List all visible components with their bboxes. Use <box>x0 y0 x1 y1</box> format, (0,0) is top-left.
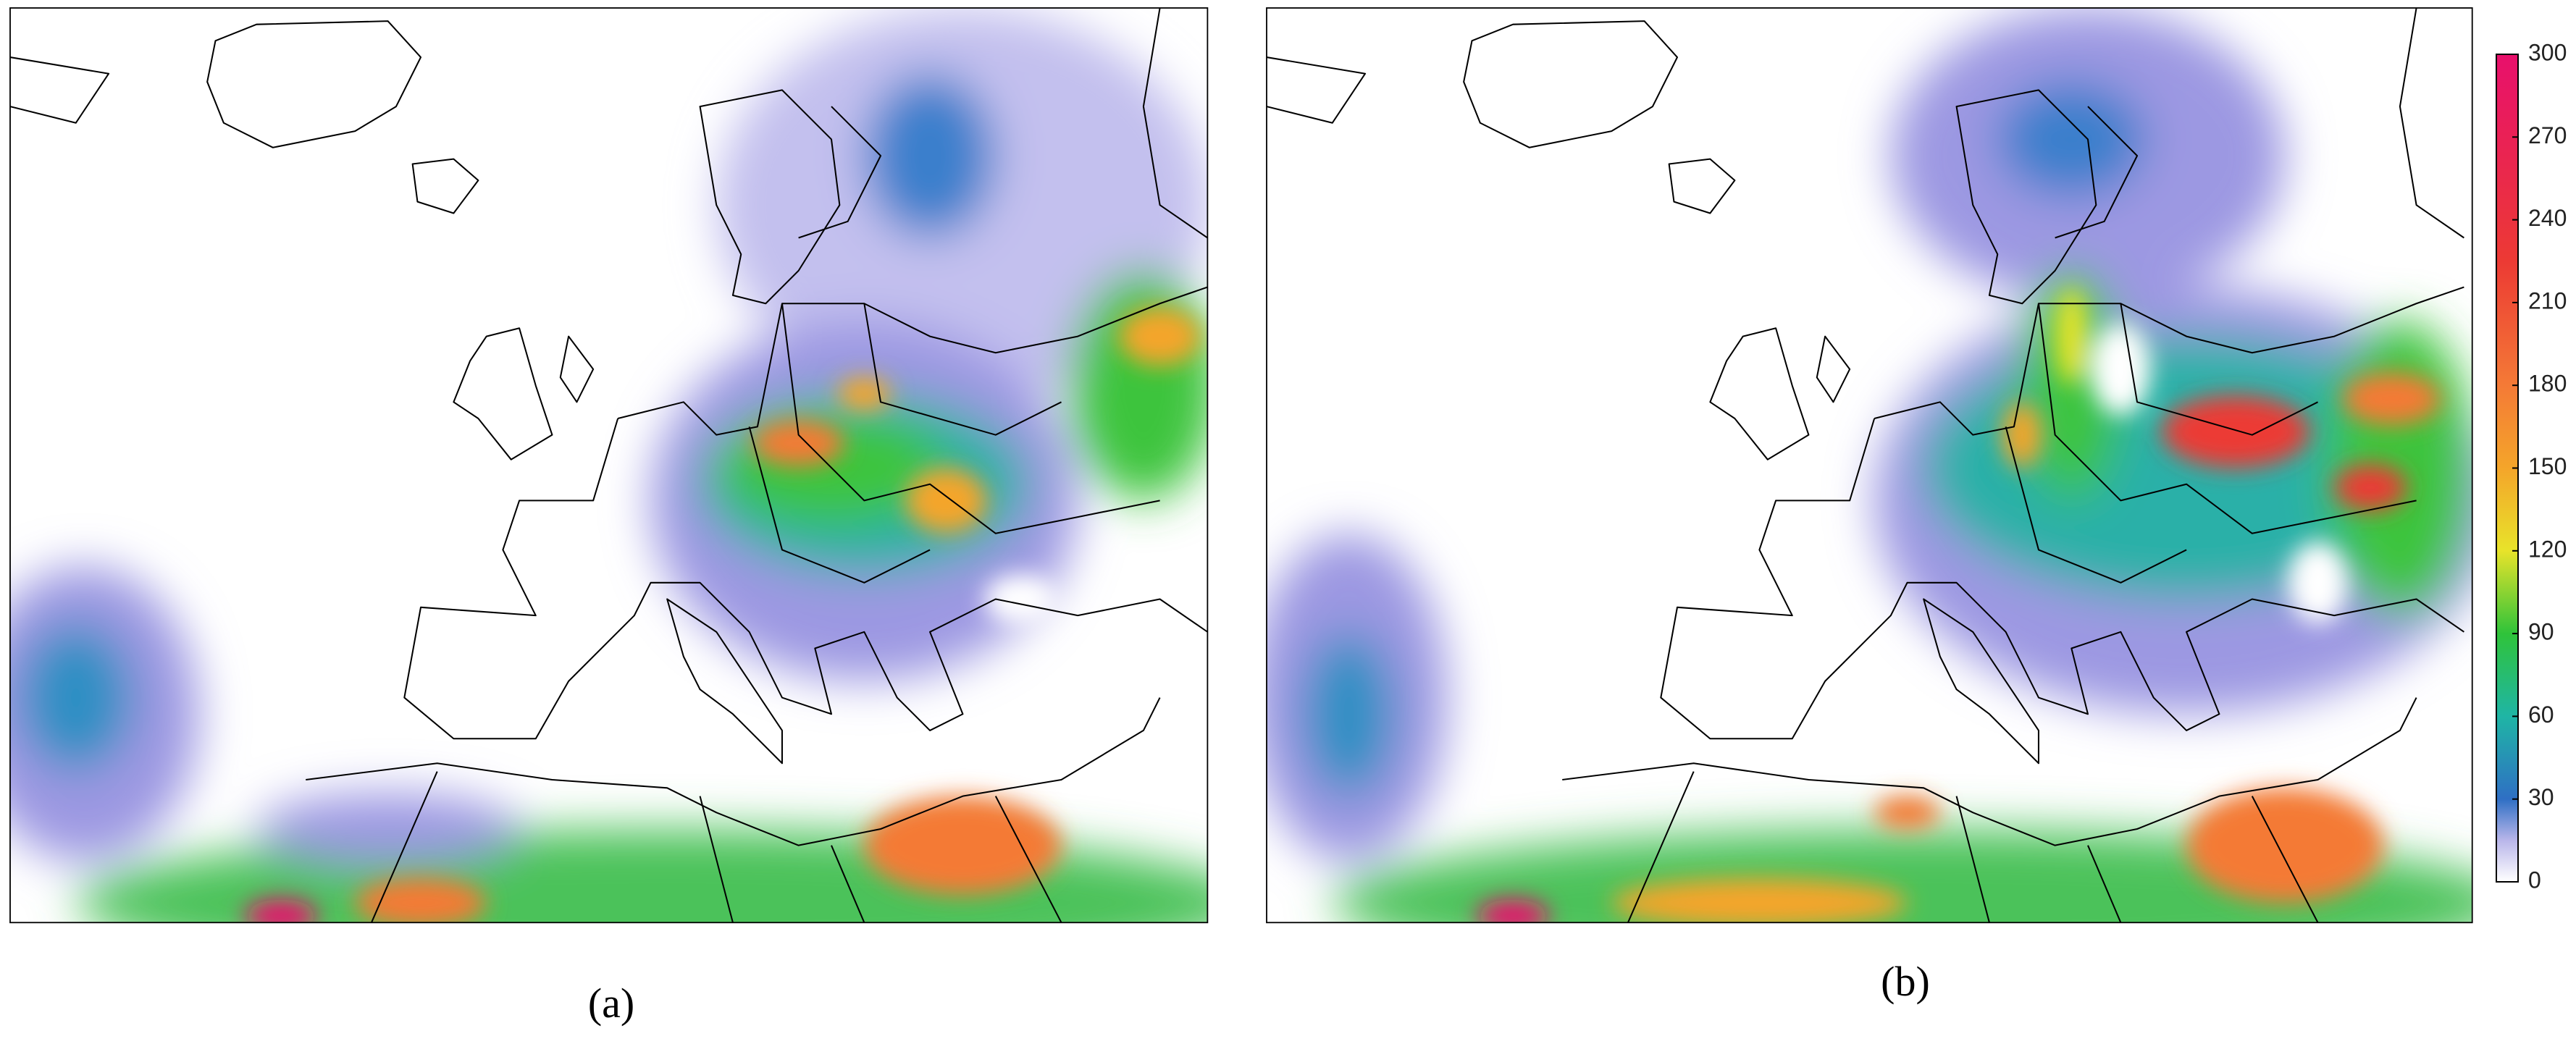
tick-label: 30 <box>2528 784 2554 810</box>
panel-label: (b) <box>1881 958 1930 1005</box>
tick-label: 240 <box>2528 205 2567 231</box>
tick-label: 60 <box>2528 702 2554 728</box>
tick-label: 300 <box>2528 39 2567 65</box>
tick-label: 90 <box>2528 619 2554 645</box>
colorbar-ticks: 0 30 60 90 120 150 180 210 240 270 300 <box>2512 39 2567 893</box>
tick-label: 180 <box>2528 371 2567 397</box>
panel-label: (a) <box>588 980 634 1027</box>
map-panel-b <box>1266 7 2473 924</box>
tick-label: 0 <box>2528 867 2541 893</box>
map-panel-a <box>9 7 1209 924</box>
tick-label: 210 <box>2528 287 2567 313</box>
tick-label: 120 <box>2528 536 2567 562</box>
tick-label: 270 <box>2528 122 2567 148</box>
tick-label: 150 <box>2528 453 2567 479</box>
